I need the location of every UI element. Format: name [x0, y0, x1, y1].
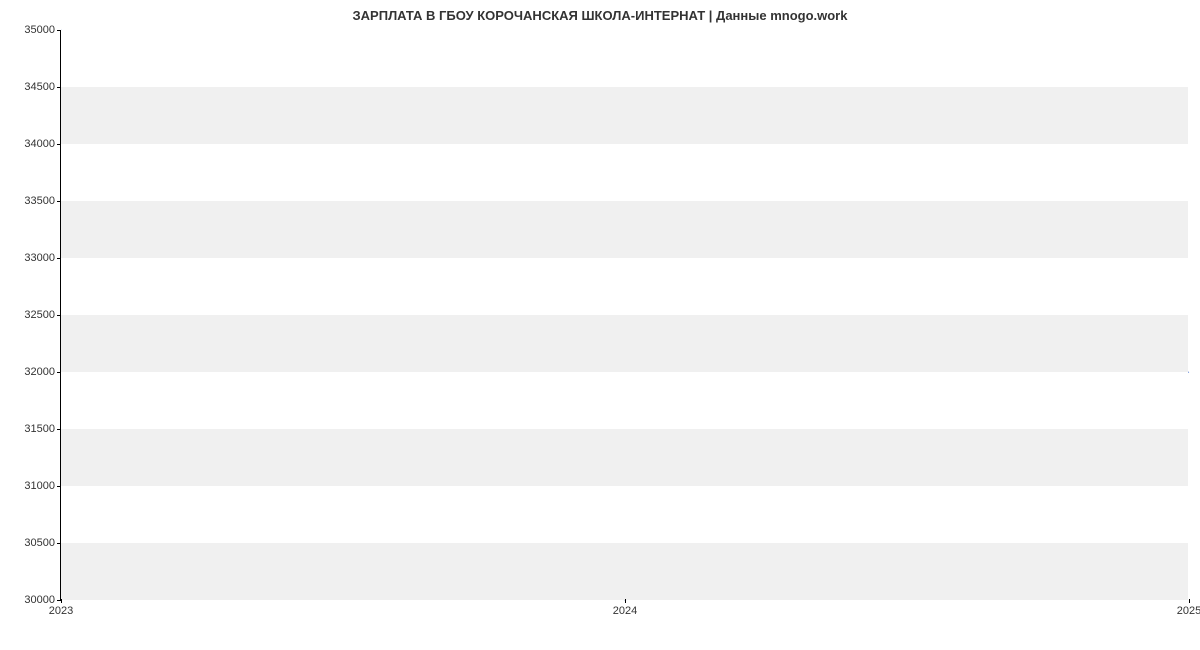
y-tick-mark	[57, 30, 61, 31]
y-tick-label: 31500	[24, 423, 61, 435]
x-tick-mark	[625, 599, 626, 603]
grid-band	[61, 543, 1188, 600]
y-tick-mark	[57, 144, 61, 145]
y-tick-label: 31000	[24, 480, 61, 492]
chart-title: ЗАРПЛАТА В ГБОУ КОРОЧАНСКАЯ ШКОЛА-ИНТЕРН…	[0, 8, 1200, 23]
grid-band	[61, 87, 1188, 144]
y-tick-label: 30500	[24, 537, 61, 549]
y-tick-mark	[57, 372, 61, 373]
y-tick-mark	[57, 201, 61, 202]
y-tick-label: 32500	[24, 309, 61, 321]
grid-band	[61, 315, 1188, 372]
y-tick-mark	[57, 87, 61, 88]
x-tick-mark	[61, 599, 62, 603]
y-tick-label: 32000	[24, 366, 61, 378]
y-tick-label: 34500	[24, 81, 61, 93]
x-tick-mark	[1189, 599, 1190, 603]
y-tick-mark	[57, 429, 61, 430]
y-tick-label: 35000	[24, 24, 61, 36]
y-tick-mark	[57, 543, 61, 544]
grid-band	[61, 258, 1188, 315]
y-tick-mark	[57, 486, 61, 487]
grid-band	[61, 372, 1188, 429]
y-tick-label: 34000	[24, 138, 61, 150]
y-tick-mark	[57, 258, 61, 259]
grid-band	[61, 429, 1188, 486]
y-tick-label: 33500	[24, 195, 61, 207]
y-tick-mark	[57, 315, 61, 316]
chart-container: ЗАРПЛАТА В ГБОУ КОРОЧАНСКАЯ ШКОЛА-ИНТЕРН…	[0, 0, 1200, 650]
grid-band	[61, 30, 1188, 87]
grid-band	[61, 486, 1188, 543]
grid-band	[61, 144, 1188, 201]
grid-band	[61, 201, 1188, 258]
plot-area: 3000030500310003150032000325003300033500…	[60, 30, 1188, 600]
y-tick-label: 33000	[24, 252, 61, 264]
